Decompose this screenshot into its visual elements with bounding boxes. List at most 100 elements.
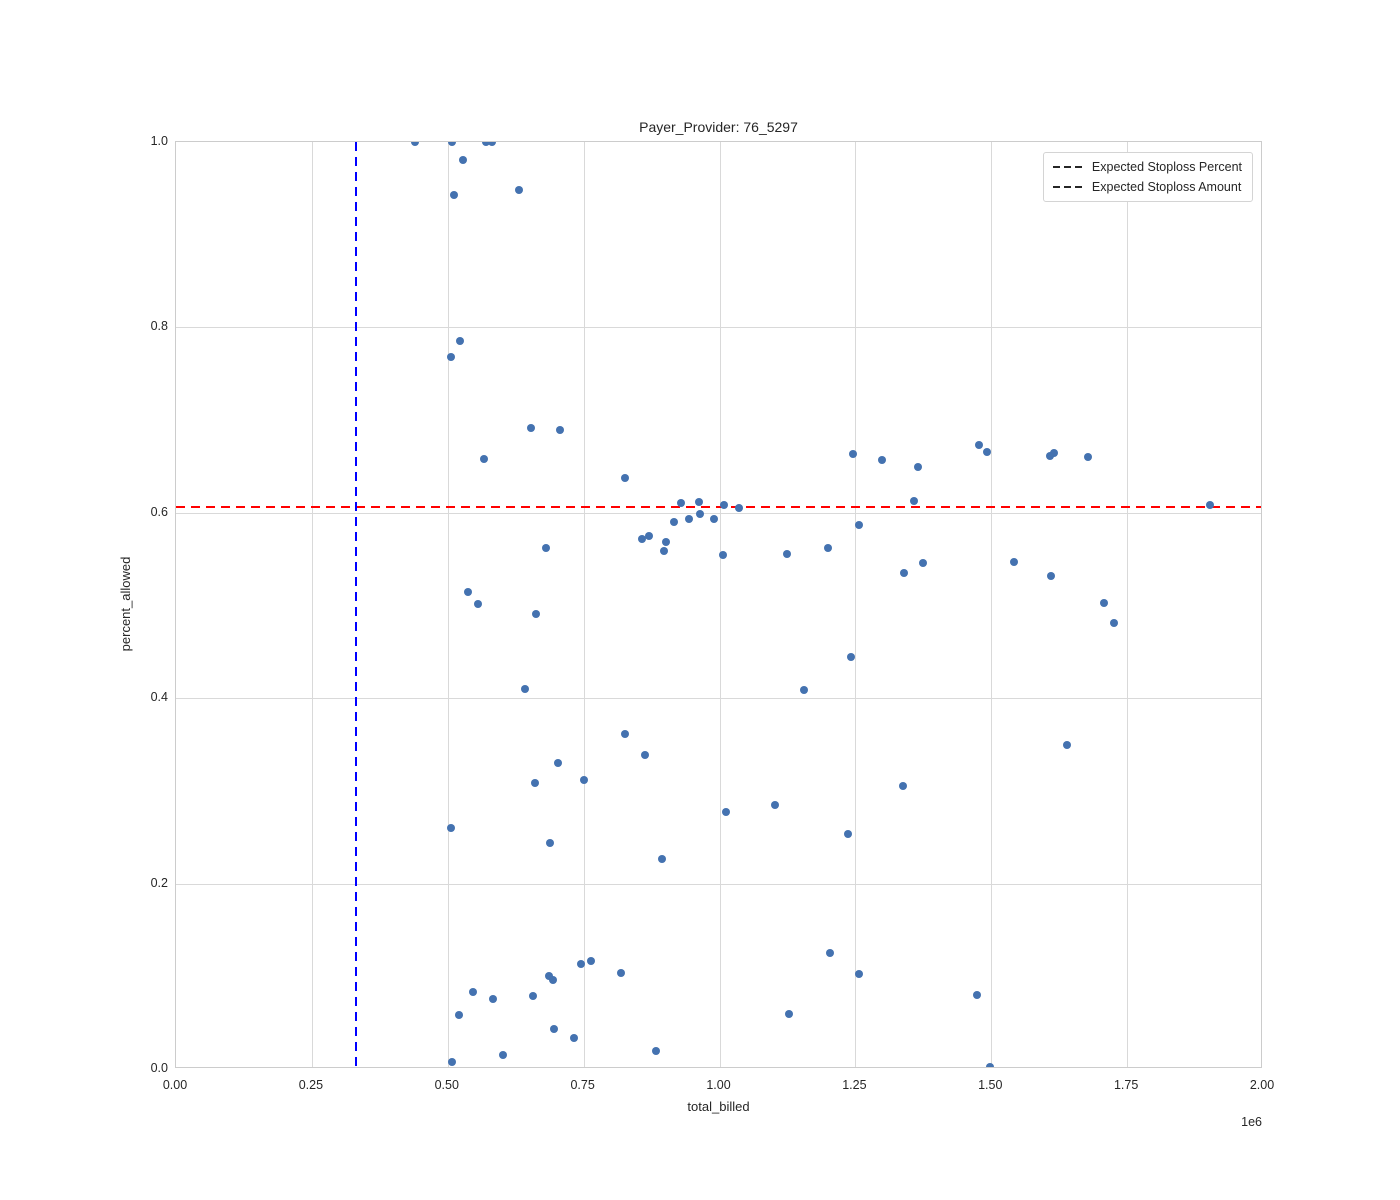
- data-point: [515, 186, 524, 195]
- data-point: [481, 142, 490, 146]
- plot-area: Expected Stoploss Percent Expected Stopl…: [175, 141, 1262, 1068]
- data-point: [826, 949, 835, 958]
- data-point: [641, 750, 650, 759]
- data-point: [544, 972, 553, 981]
- data-point: [709, 515, 718, 524]
- x-tick-label: 1.00: [706, 1078, 731, 1092]
- x-tick-label: 0.75: [570, 1078, 595, 1092]
- data-point: [823, 544, 832, 553]
- data-point: [498, 1051, 507, 1060]
- data-point: [489, 995, 498, 1004]
- data-point: [520, 684, 529, 693]
- data-point: [530, 779, 539, 788]
- data-point: [718, 551, 727, 560]
- data-point: [1046, 452, 1055, 461]
- data-point: [771, 800, 780, 809]
- data-point: [531, 609, 540, 618]
- x-gridline: [311, 142, 313, 1067]
- data-point: [914, 463, 923, 472]
- chart-title: Payer_Provider: 76_5297: [639, 119, 798, 135]
- data-point: [569, 1034, 578, 1043]
- x-tick-label: 0.25: [298, 1078, 324, 1092]
- data-point: [800, 685, 809, 694]
- data-point: [480, 455, 489, 464]
- y-axis-label: percent_allowed: [118, 556, 133, 652]
- data-point: [527, 423, 536, 432]
- data-point: [651, 1047, 660, 1056]
- data-point: [620, 730, 629, 739]
- data-point: [855, 520, 864, 529]
- data-point: [784, 1010, 793, 1019]
- y-gridline: [176, 698, 1261, 700]
- data-point: [982, 447, 991, 456]
- data-point: [411, 142, 420, 146]
- y-tick-label: 0.4: [150, 690, 168, 705]
- y-tick-label: 0.0: [150, 1061, 168, 1075]
- data-point: [1062, 740, 1071, 749]
- data-point: [900, 569, 909, 578]
- legend-label: Expected Stoploss Percent: [1091, 160, 1242, 174]
- data-point: [1109, 619, 1118, 628]
- y-gridline: [176, 327, 1261, 329]
- data-point: [696, 509, 705, 518]
- y-tick-label: 0.2: [150, 875, 168, 890]
- x-gridline: [1127, 142, 1129, 1067]
- data-point: [844, 829, 853, 838]
- y-tick-label: 0.6: [150, 504, 168, 519]
- data-point: [456, 337, 465, 346]
- data-point: [973, 990, 982, 999]
- y-gridline: [176, 883, 1261, 885]
- x-gridline: [855, 142, 857, 1067]
- data-point: [986, 1063, 995, 1067]
- data-point: [579, 775, 588, 784]
- blue-dashed-line-icon: [1052, 186, 1083, 188]
- data-point: [722, 808, 731, 817]
- data-point: [782, 549, 791, 558]
- x-tick-label: 0.50: [434, 1078, 459, 1092]
- data-point: [548, 976, 557, 984]
- y-tick-label: 0.8: [150, 319, 168, 334]
- y-tick-label: 1.0: [150, 134, 168, 148]
- data-point: [450, 190, 459, 199]
- legend-item-stoploss-amount: Expected Stoploss Amount: [1052, 180, 1242, 194]
- data-point: [637, 534, 646, 543]
- data-point: [576, 960, 585, 969]
- data-point: [1206, 501, 1215, 510]
- data-point: [528, 991, 537, 1000]
- data-point: [898, 782, 907, 791]
- x-axis-label: total_billed: [687, 1099, 750, 1114]
- red-dashed-line-icon: [1052, 166, 1083, 168]
- stoploss-percent-line: [176, 506, 1261, 509]
- data-point: [447, 1057, 456, 1066]
- data-point: [447, 353, 455, 362]
- x-gridline: [583, 142, 585, 1067]
- data-point: [553, 759, 562, 768]
- data-point: [556, 426, 565, 435]
- data-point: [1100, 598, 1109, 607]
- x-tick-label: 1.75: [1113, 1078, 1139, 1092]
- data-point: [661, 537, 670, 546]
- data-point: [473, 599, 482, 608]
- data-point: [447, 823, 455, 832]
- data-point: [541, 544, 550, 553]
- data-point: [847, 653, 856, 662]
- data-point: [617, 968, 626, 977]
- stoploss-amount-line: [354, 142, 357, 1067]
- data-point: [545, 838, 554, 847]
- data-point: [659, 546, 668, 555]
- data-point: [658, 854, 667, 863]
- x-gridline: [719, 142, 721, 1067]
- data-point: [458, 155, 467, 164]
- x-tick-label: 1.50: [978, 1078, 1003, 1092]
- data-point: [848, 450, 857, 459]
- data-point: [685, 515, 694, 524]
- data-point: [878, 455, 886, 464]
- data-point: [1050, 448, 1059, 457]
- legend: Expected Stoploss Percent Expected Stopl…: [1042, 152, 1253, 202]
- x-gridline: [447, 142, 449, 1067]
- data-point: [974, 441, 983, 450]
- y-gridline: [176, 512, 1261, 514]
- data-point: [734, 504, 743, 513]
- data-point: [670, 518, 679, 527]
